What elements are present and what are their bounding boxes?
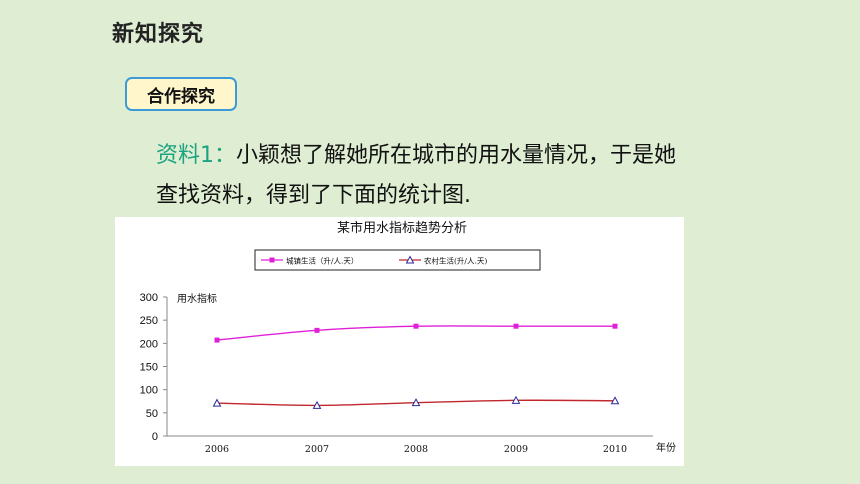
legend: 城镇生活（升/人.天） 农村生活(升/人.天) — [254, 249, 541, 271]
x-tick-label: 2006 — [205, 444, 229, 455]
x-tick-label: 2010 — [603, 444, 627, 455]
material-paragraph: 资料1：小颖想了解她所在城市的用水量情况，于是她 查找资料，得到了下面的统计图. — [156, 136, 776, 216]
legend-rural-marker — [405, 255, 415, 264]
x-tick-label: 2009 — [504, 444, 528, 455]
rural-data-point — [312, 400, 322, 409]
urban-data-point — [513, 323, 519, 329]
urban-data-point — [612, 323, 618, 329]
section-badge: 合作探究 — [125, 77, 237, 111]
legend-urban-marker — [269, 257, 275, 263]
legend-rural-label: 农村生活(升/人.天) — [424, 256, 487, 266]
urban-data-point — [413, 323, 419, 329]
x-axis-label: 年份 — [656, 441, 676, 454]
y-axis-label: 用水指标 — [177, 292, 217, 305]
urban-data-point — [314, 327, 320, 333]
legend-urban-label: 城镇生活（升/人.天） — [286, 256, 358, 266]
paragraph-line-2: 查找资料，得到了下面的统计图. — [156, 183, 471, 208]
chart-title: 某市用水指标趋势分析 — [337, 220, 467, 236]
rural-data-point — [411, 398, 421, 407]
y-tick-label: 200 — [140, 338, 158, 350]
x-tick-label: 2007 — [305, 444, 329, 455]
y-tick-label: 100 — [140, 385, 158, 397]
y-tick-label: 150 — [140, 362, 158, 374]
material-label: 资料1： — [156, 143, 236, 168]
slide-title: 新知探究 — [112, 22, 205, 47]
paragraph-text-1: 小颖想了解她所在城市的用水量情况，于是她 — [236, 143, 677, 168]
paragraph-line-1: 资料1：小颖想了解她所在城市的用水量情况，于是她 — [156, 136, 776, 176]
x-tick-label: 2008 — [404, 444, 428, 455]
rural-data-point — [610, 396, 620, 405]
rural-data-point — [212, 398, 222, 407]
y-tick-label: 0 — [152, 431, 158, 443]
rural-data-point — [511, 395, 521, 404]
urban-data-point — [214, 337, 220, 343]
y-tick-label: 300 — [140, 292, 158, 304]
y-tick-label: 250 — [140, 315, 158, 327]
water-usage-chart: 某市用水指标趋势分析 城镇生活（升/人.天） 农村生活(升/人.天) 用水指标 … — [115, 217, 684, 466]
y-tick-label: 50 — [146, 408, 158, 420]
chart-svg: 某市用水指标趋势分析 城镇生活（升/人.天） 农村生活(升/人.天) 用水指标 … — [140, 220, 676, 455]
legend-box — [254, 249, 541, 271]
